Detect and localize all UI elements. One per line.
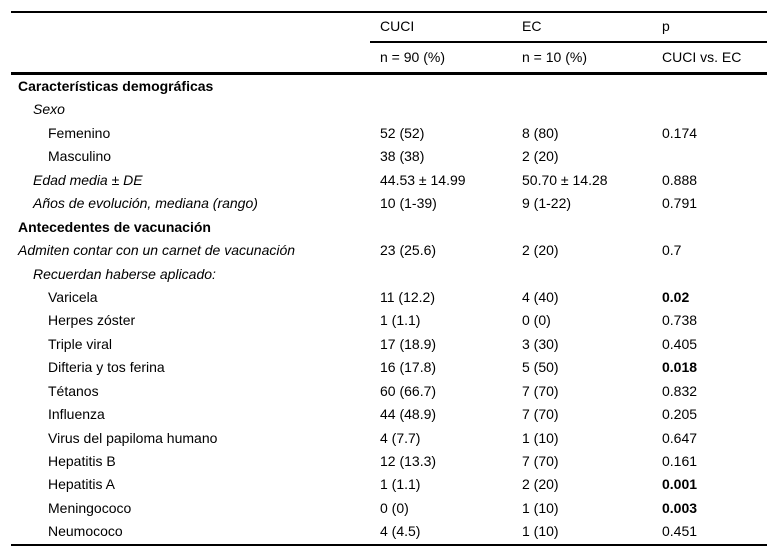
ec-value: 1 (10) [522,523,559,540]
cuci-value: 52 (52) [380,124,425,141]
table-row-sexo: Sexo [11,98,767,121]
table-body: Características demográficas Sexo Femeni… [11,75,767,546]
row-label: Neumococo [48,523,123,540]
table-header-subrow: n = 90 (%) n = 10 (%) CUCI vs. EC [11,43,767,75]
cuci-value: 4 (4.5) [380,523,421,540]
cuci-value: 60 (66.7) [380,382,437,399]
ec-value: 9 (1-22) [522,195,572,212]
comparison-table: CUCI EC p n = 90 (%) n = 10 (%) CUCI vs.… [11,11,767,546]
table-row-hepatitis-a: Hepatitis A 1 (1.1) 2 (20) 0.001 [11,473,767,496]
cuci-value: 11 (12.2) [380,288,435,305]
p-value: 0.647 [662,429,698,446]
cuci-value: 12 (13.3) [380,453,437,470]
table-header-groups: CUCI EC p [11,13,767,43]
ec-value: 7 (70) [522,453,559,470]
ec-value: 5 (50) [522,359,559,376]
p-value: 0.001 [662,476,698,493]
column-header-cuci: CUCI [370,13,512,43]
row-label: Admiten contar con un carnet de vacunaci… [18,242,296,259]
ec-value: 2 (20) [522,476,559,493]
p-value: 0.018 [662,359,698,376]
ec-value: 3 (30) [522,335,559,352]
p-value: 0.205 [662,406,698,423]
cuci-value: 4 (7.7) [380,429,421,446]
table-row-tetanos: Tétanos 60 (66.7) 7 (70) 0.832 [11,380,767,403]
subheader-p-comparison: CUCI vs. EC [662,48,742,65]
row-label: Triple viral [48,335,113,352]
ec-value: 7 (70) [522,406,559,423]
table-row-edad-media: Edad media ± DE 44.53 ± 14.99 50.70 ± 14… [11,169,767,192]
cuci-value: 0 (0) [380,499,409,516]
subheader-cuci-n: n = 90 (%) [380,48,445,65]
column-header-ec: EC [512,13,662,43]
table-row-neumococo: Neumococo 4 (4.5) 1 (10) 0.451 [11,520,767,543]
row-label: Hepatitis A [48,476,115,493]
cuci-value: 44.53 ± 14.99 [380,171,466,188]
table-row-section-demograficas: Características demográficas [11,75,767,98]
cuci-value: 17 (18.9) [380,335,437,352]
subheader-ec-n: n = 10 (%) [522,48,587,65]
table-row-herpes-zoster: Herpes zóster 1 (1.1) 0 (0) 0.738 [11,309,767,332]
row-label: Varicela [48,288,98,305]
table-row-recuerdan-aplicado: Recuerdan haberse aplicado: [11,263,767,286]
row-label: Características demográficas [18,78,214,95]
table-row-carnet-vacunacion: Admiten contar con un carnet de vacunaci… [11,239,767,262]
cuci-value: 38 (38) [380,148,425,165]
table-row-difteria-tosferina: Difteria y tos ferina 16 (17.8) 5 (50) 0… [11,356,767,379]
p-value: 0.738 [662,312,698,329]
p-value: 0.888 [662,171,698,188]
ec-value: 1 (10) [522,499,559,516]
table-row-section-vacunacion: Antecedentes de vacunación [11,216,767,239]
ec-value: 50.70 ± 14.28 [522,171,608,188]
p-value: 0.7 [662,242,682,259]
row-label: Años de evolución, mediana (rango) [33,195,258,212]
p-value: 0.02 [662,288,690,305]
p-value: 0.174 [662,124,698,141]
cuci-value: 44 (48.9) [380,406,437,423]
table-row-femenino: Femenino 52 (52) 8 (80) 0.174 [11,122,767,145]
p-value: 0.405 [662,335,698,352]
ec-value: 2 (20) [522,242,559,259]
cuci-value: 16 (17.8) [380,359,437,376]
row-label: Femenino [48,124,111,141]
row-label: Hepatitis B [48,453,116,470]
p-value: 0.791 [662,195,698,212]
row-label: Antecedentes de vacunación [18,218,211,235]
row-label: Influenza [48,406,105,423]
ec-value: 7 (70) [522,382,559,399]
table-row-vph: Virus del papiloma humano 4 (7.7) 1 (10)… [11,427,767,450]
cuci-value: 10 (1-39) [380,195,437,212]
row-label: Sexo [33,101,65,118]
row-label: Masculino [48,148,112,165]
row-label: Tétanos [48,382,99,399]
table-row-hepatitis-b: Hepatitis B 12 (13.3) 7 (70) 0.161 [11,450,767,473]
row-label: Edad media ± DE [33,171,143,188]
p-value: 0.832 [662,382,698,399]
p-value: 0.161 [662,453,698,470]
table-row-anos-evolucion: Años de evolución, mediana (rango) 10 (1… [11,192,767,215]
column-header-p: p [662,13,767,43]
table-row-influenza: Influenza 44 (48.9) 7 (70) 0.205 [11,403,767,426]
p-value: 0.451 [662,523,698,540]
row-label: Herpes zóster [48,312,136,329]
cuci-value: 1 (1.1) [380,312,421,329]
table-row-meningococo: Meningococo 0 (0) 1 (10) 0.003 [11,497,767,520]
table-row-triple-viral: Triple viral 17 (18.9) 3 (30) 0.405 [11,333,767,356]
table-row-masculino: Masculino 38 (38) 2 (20) [11,145,767,168]
ec-value: 2 (20) [522,148,559,165]
ec-value: 4 (40) [522,288,559,305]
row-label: Recuerdan haberse aplicado: [33,265,216,282]
row-label: Difteria y tos ferina [48,359,165,376]
row-label: Meningococo [48,499,132,516]
header-empty-cell [11,13,370,43]
cuci-value: 1 (1.1) [380,476,421,493]
ec-value: 1 (10) [522,429,559,446]
p-value: 0.003 [662,499,698,516]
cuci-value: 23 (25.6) [380,242,437,259]
ec-value: 8 (80) [522,124,559,141]
row-label: Virus del papiloma humano [48,429,218,446]
table-row-varicela: Varicela 11 (12.2) 4 (40) 0.02 [11,286,767,309]
ec-value: 0 (0) [522,312,551,329]
